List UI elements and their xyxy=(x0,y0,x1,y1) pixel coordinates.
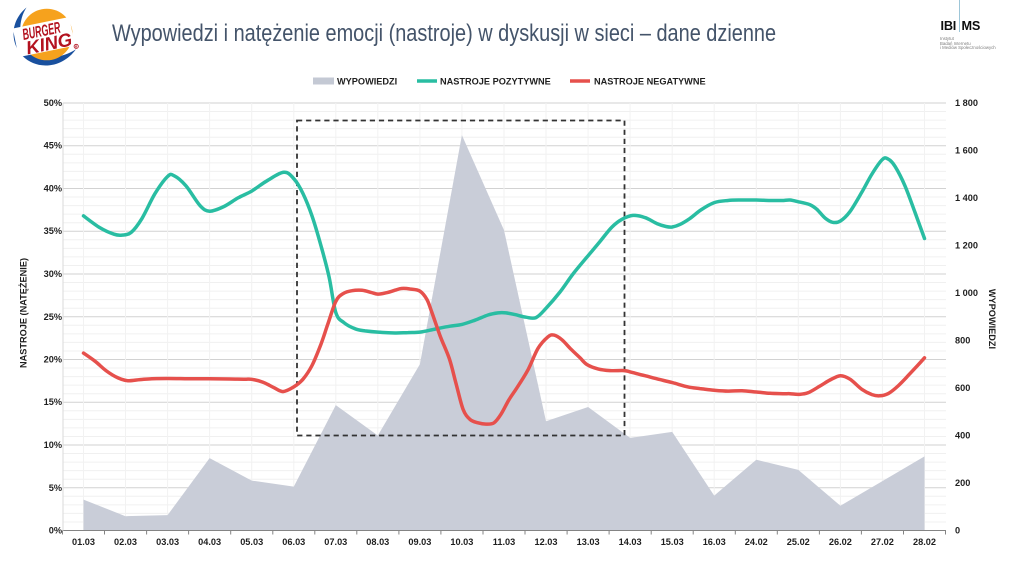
svg-text:01.03: 01.03 xyxy=(72,537,95,547)
svg-text:1 000: 1 000 xyxy=(955,288,978,298)
svg-text:NASTROJE POZYTYWNE: NASTROJE POZYTYWNE xyxy=(440,77,551,87)
svg-text:0%: 0% xyxy=(49,526,62,536)
svg-text:WYPOWIEDZI: WYPOWIEDZI xyxy=(987,289,997,349)
svg-text:30%: 30% xyxy=(44,269,62,279)
svg-text:03.03: 03.03 xyxy=(156,537,179,547)
svg-text:10%: 10% xyxy=(44,440,62,450)
svg-text:28.02: 28.02 xyxy=(913,537,936,547)
svg-text:NASTROJE NEGATYWNE: NASTROJE NEGATYWNE xyxy=(594,77,706,87)
svg-text:05.03: 05.03 xyxy=(240,537,263,547)
svg-text:07.03: 07.03 xyxy=(324,537,347,547)
svg-text:5%: 5% xyxy=(49,483,62,493)
svg-text:40%: 40% xyxy=(44,184,62,194)
svg-text:12.03: 12.03 xyxy=(535,537,558,547)
svg-text:25.02: 25.02 xyxy=(787,537,810,547)
svg-text:27.02: 27.02 xyxy=(871,537,894,547)
svg-text:09.03: 09.03 xyxy=(408,537,431,547)
svg-text:20%: 20% xyxy=(44,355,62,365)
svg-text:1 400: 1 400 xyxy=(955,193,978,203)
svg-text:R: R xyxy=(75,45,78,49)
svg-text:13.03: 13.03 xyxy=(577,537,600,547)
svg-text:0: 0 xyxy=(955,526,960,536)
svg-text:800: 800 xyxy=(955,336,970,346)
svg-text:NASTROJE (NATĘŻENIE): NASTROJE (NATĘŻENIE) xyxy=(19,258,29,368)
svg-text:08.03: 08.03 xyxy=(366,537,389,547)
svg-text:11.03: 11.03 xyxy=(493,537,515,547)
svg-text:35%: 35% xyxy=(44,226,62,236)
svg-text:25%: 25% xyxy=(44,312,62,322)
svg-text:15%: 15% xyxy=(44,397,62,407)
svg-text:600: 600 xyxy=(955,383,970,393)
svg-text:50%: 50% xyxy=(44,98,62,108)
svg-text:1 600: 1 600 xyxy=(955,146,978,156)
svg-text:WYPOWIEDZI: WYPOWIEDZI xyxy=(337,77,397,87)
svg-text:14.03: 14.03 xyxy=(619,537,642,547)
svg-text:06.03: 06.03 xyxy=(282,537,305,547)
svg-text:400: 400 xyxy=(955,431,970,441)
svg-text:02.03: 02.03 xyxy=(114,537,137,547)
svg-text:45%: 45% xyxy=(44,141,62,151)
svg-text:10.03: 10.03 xyxy=(450,537,473,547)
svg-text:04.03: 04.03 xyxy=(198,537,221,547)
svg-text:200: 200 xyxy=(955,478,970,488)
svg-text:26.02: 26.02 xyxy=(829,537,852,547)
svg-text:1 200: 1 200 xyxy=(955,241,978,251)
svg-text:16.03: 16.03 xyxy=(703,537,726,547)
svg-text:1 800: 1 800 xyxy=(955,98,978,108)
svg-text:24.02: 24.02 xyxy=(745,537,768,547)
svg-text:15.03: 15.03 xyxy=(661,537,684,547)
